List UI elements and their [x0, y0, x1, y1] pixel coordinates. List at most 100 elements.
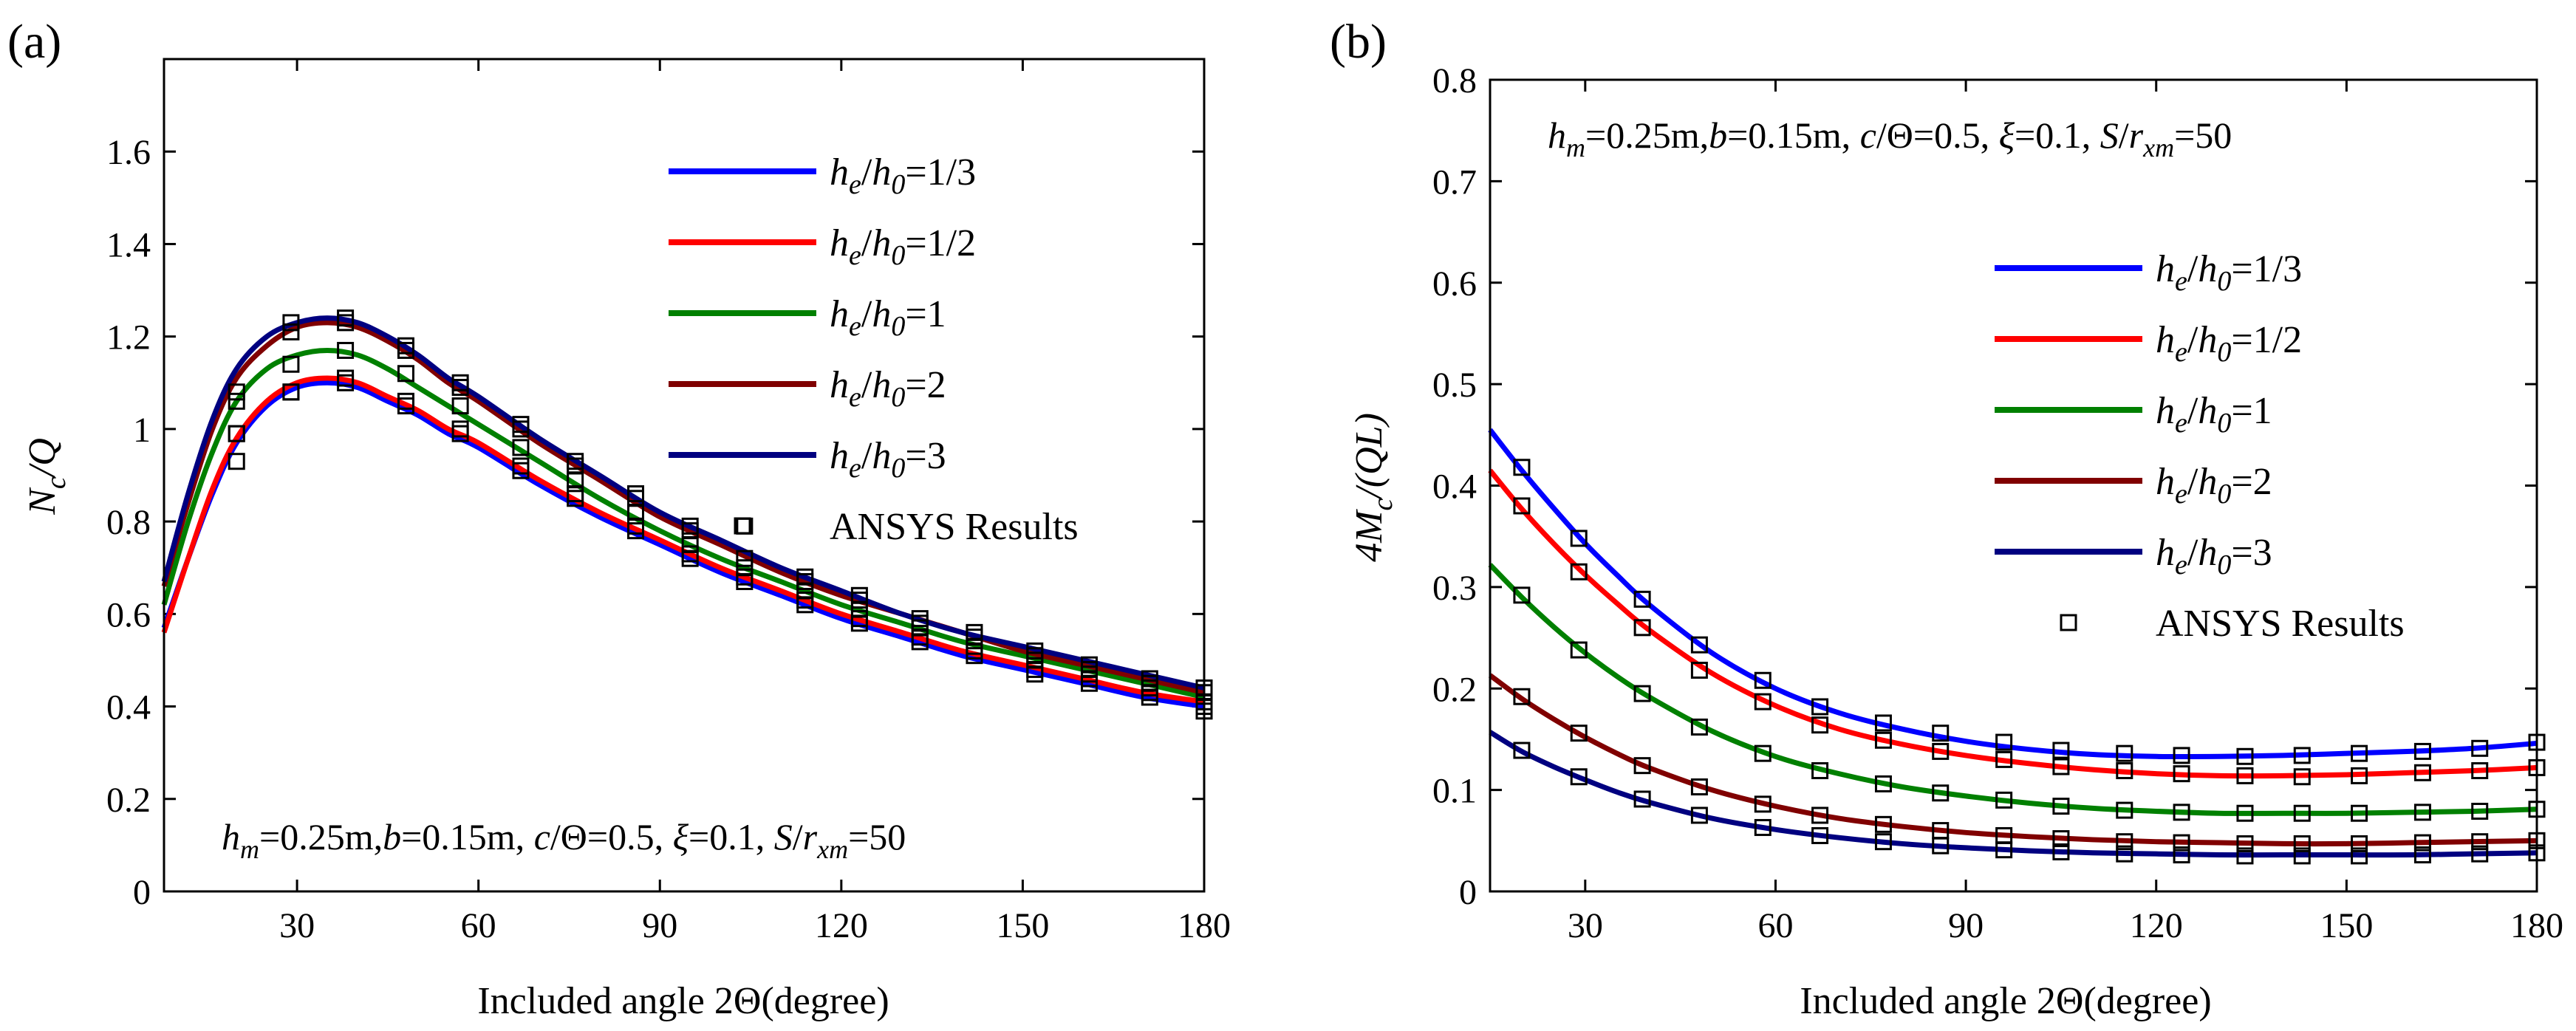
ansys-markers-a: [228, 309, 1213, 720]
ansys-marker-b-0: [2351, 744, 2368, 762]
ansys-marker-a-4: [567, 453, 584, 470]
y-axis-label-b-sub: c: [1367, 499, 1398, 511]
ansys-marker-a-1: [796, 592, 814, 609]
ansys-marker-b-3: [1811, 806, 1829, 824]
legend-label-a-3: he/h0=2: [830, 364, 946, 413]
y-axis-label-b: 4Mc/(QL): [1348, 413, 1398, 562]
ansys-marker-b-1: [2236, 767, 2254, 784]
y-tick-label-b: 0.8: [1432, 61, 1477, 100]
y-tick-label-b: 0.7: [1432, 162, 1477, 202]
x-tick-label-b: 120: [2130, 906, 2183, 945]
ansys-marker-b-3: [2413, 834, 2431, 852]
ansys-marker-b-3: [2236, 835, 2254, 852]
ansys-marker-a-2: [512, 439, 530, 456]
ansys-marker-a-2: [397, 365, 414, 383]
ansys-marker-b-3: [1570, 725, 1588, 742]
ansys-marker-b-3: [1633, 757, 1651, 775]
ansys-marker-a-1: [337, 369, 355, 387]
ansys-marker-a-4: [1026, 642, 1044, 660]
ansys-marker-b-4: [2116, 845, 2133, 863]
ansys-marker-b-1: [2351, 767, 2368, 784]
ansys-marker-b-3: [2351, 835, 2368, 852]
ansys-marker-b-4: [1874, 833, 1892, 851]
ansys-markers-b: [1513, 459, 2546, 865]
ansys-marker-b-0: [2052, 741, 2070, 759]
annotation-a: hm=0.25m,b=0.15m, c/Θ=0.5, ξ=0.1, S/rxm=…: [222, 816, 906, 864]
ansys-marker-a-1: [736, 568, 754, 586]
ansys-marker-b-3: [1513, 688, 1531, 705]
ansys-marker-b-3: [2293, 835, 2311, 852]
legend-label-ansys-b: ANSYS Results: [2156, 603, 2405, 645]
ansys-marker-b-4: [2293, 847, 2311, 865]
ansys-marker-a-4: [451, 374, 469, 391]
ansys-marker-b-4: [2471, 845, 2489, 863]
ansys-marker-a-2: [451, 397, 469, 415]
panel-label-b: (b): [1330, 15, 1387, 69]
plot-frame-b: [1489, 78, 2538, 893]
ansys-marker-a-4: [512, 416, 530, 434]
ansys-marker-a-3: [228, 392, 245, 410]
legend-label-a-4: he/h0=3: [830, 435, 946, 484]
ansys-marker-a-1: [512, 457, 530, 475]
ansys-marker-b-1: [1932, 742, 1950, 760]
ansys-marker-b-4: [2236, 847, 2254, 865]
x-axis-label-a: Included angle 2Θ(degree): [477, 980, 889, 1022]
ansys-marker-b-4: [2052, 843, 2070, 860]
ansys-marker-b-0: [1874, 714, 1892, 732]
y-tick-label-a: 1.2: [106, 318, 151, 357]
ansys-marker-a-4: [627, 485, 645, 503]
ansys-marker-b-1: [2173, 765, 2190, 783]
y-tick-label-a: 0.6: [106, 595, 151, 634]
ansys-marker-b-1: [2471, 762, 2489, 780]
x-tick-label-b: 60: [1757, 906, 1793, 945]
ansys-marker-b-3: [1874, 815, 1892, 833]
ansys-marker-a-1: [397, 392, 414, 410]
ansys-marker-b-2: [2052, 798, 2070, 815]
x-tick-label-a: 60: [461, 906, 496, 945]
y-tick-label-b: 0.2: [1432, 670, 1477, 709]
ansys-marker-a-4: [1141, 670, 1158, 688]
ansys-marker-b-1: [1995, 750, 2013, 768]
ansys-marker-b-1: [2413, 764, 2431, 781]
y-tick-label-b: 0.1: [1432, 772, 1477, 811]
ansys-marker-a-1: [451, 420, 469, 438]
ansys-marker-b-1: [2052, 758, 2070, 775]
y-tick-label-a: 0.2: [106, 781, 151, 820]
ansys-marker-a-2: [228, 425, 245, 442]
ansys-marker-a-4: [1080, 656, 1098, 674]
axis-ticks-b: 30 60 90 120 150 180 0 0.1 0.2 0.3 0.4 0.5 0.6 0.7 0.8: [1432, 61, 2563, 945]
ansys-marker-b-4: [1513, 741, 1531, 759]
ansys-marker-b-2: [1995, 791, 2013, 809]
ansys-marker-b-1: [1633, 619, 1651, 637]
y-axis-label-b-main: 4M: [1348, 509, 1390, 562]
y-tick-label-b: 0.4: [1432, 467, 1477, 507]
series-lines-b: [1488, 428, 2538, 858]
ansys-marker-b-2: [2116, 801, 2133, 819]
x-tick-label-a: 90: [642, 906, 677, 945]
legend-label-b-2: he/h0=1: [2156, 390, 2272, 439]
x-tick-label-b: 30: [1568, 906, 1603, 945]
ansys-marker-b-0: [1932, 725, 1950, 742]
annotation-b: hm=0.25m,b=0.15m, c/Θ=0.5, ξ=0.1, S/rxm=…: [1548, 114, 2232, 162]
legend-label-b-3: he/h0=2: [2156, 461, 2272, 510]
y-tick-label-b: 0.5: [1432, 366, 1477, 405]
ansys-marker-a-2: [736, 559, 754, 577]
panel-label-a: (a): [7, 15, 61, 69]
legend-a: he/h0=1/3 he/h0=1/2 he/h0=1 he/h0=2 he/h0=3 A…: [669, 151, 1079, 548]
y-axis-label-a-main: N: [21, 487, 64, 516]
series-line-a-0: [161, 380, 1205, 710]
x-tick-label-a: 180: [1178, 906, 1231, 945]
ansys-marker-a-4: [850, 586, 868, 604]
ansys-marker-b-2: [2293, 804, 2311, 822]
ansys-marker-b-0: [1570, 530, 1588, 547]
ansys-marker-a-2: [337, 341, 355, 359]
ansys-marker-b-2: [2173, 804, 2190, 821]
ansys-marker-a-4: [966, 623, 983, 641]
series-line-b-2: [1488, 563, 2538, 816]
ansys-marker-b-4: [1811, 826, 1829, 844]
ansys-marker-b-4: [1754, 818, 1772, 836]
ansys-marker-b-3: [2052, 830, 2070, 848]
ansys-marker-a-1: [681, 545, 699, 563]
y-axis-label-a: Nc/Q: [21, 438, 72, 516]
